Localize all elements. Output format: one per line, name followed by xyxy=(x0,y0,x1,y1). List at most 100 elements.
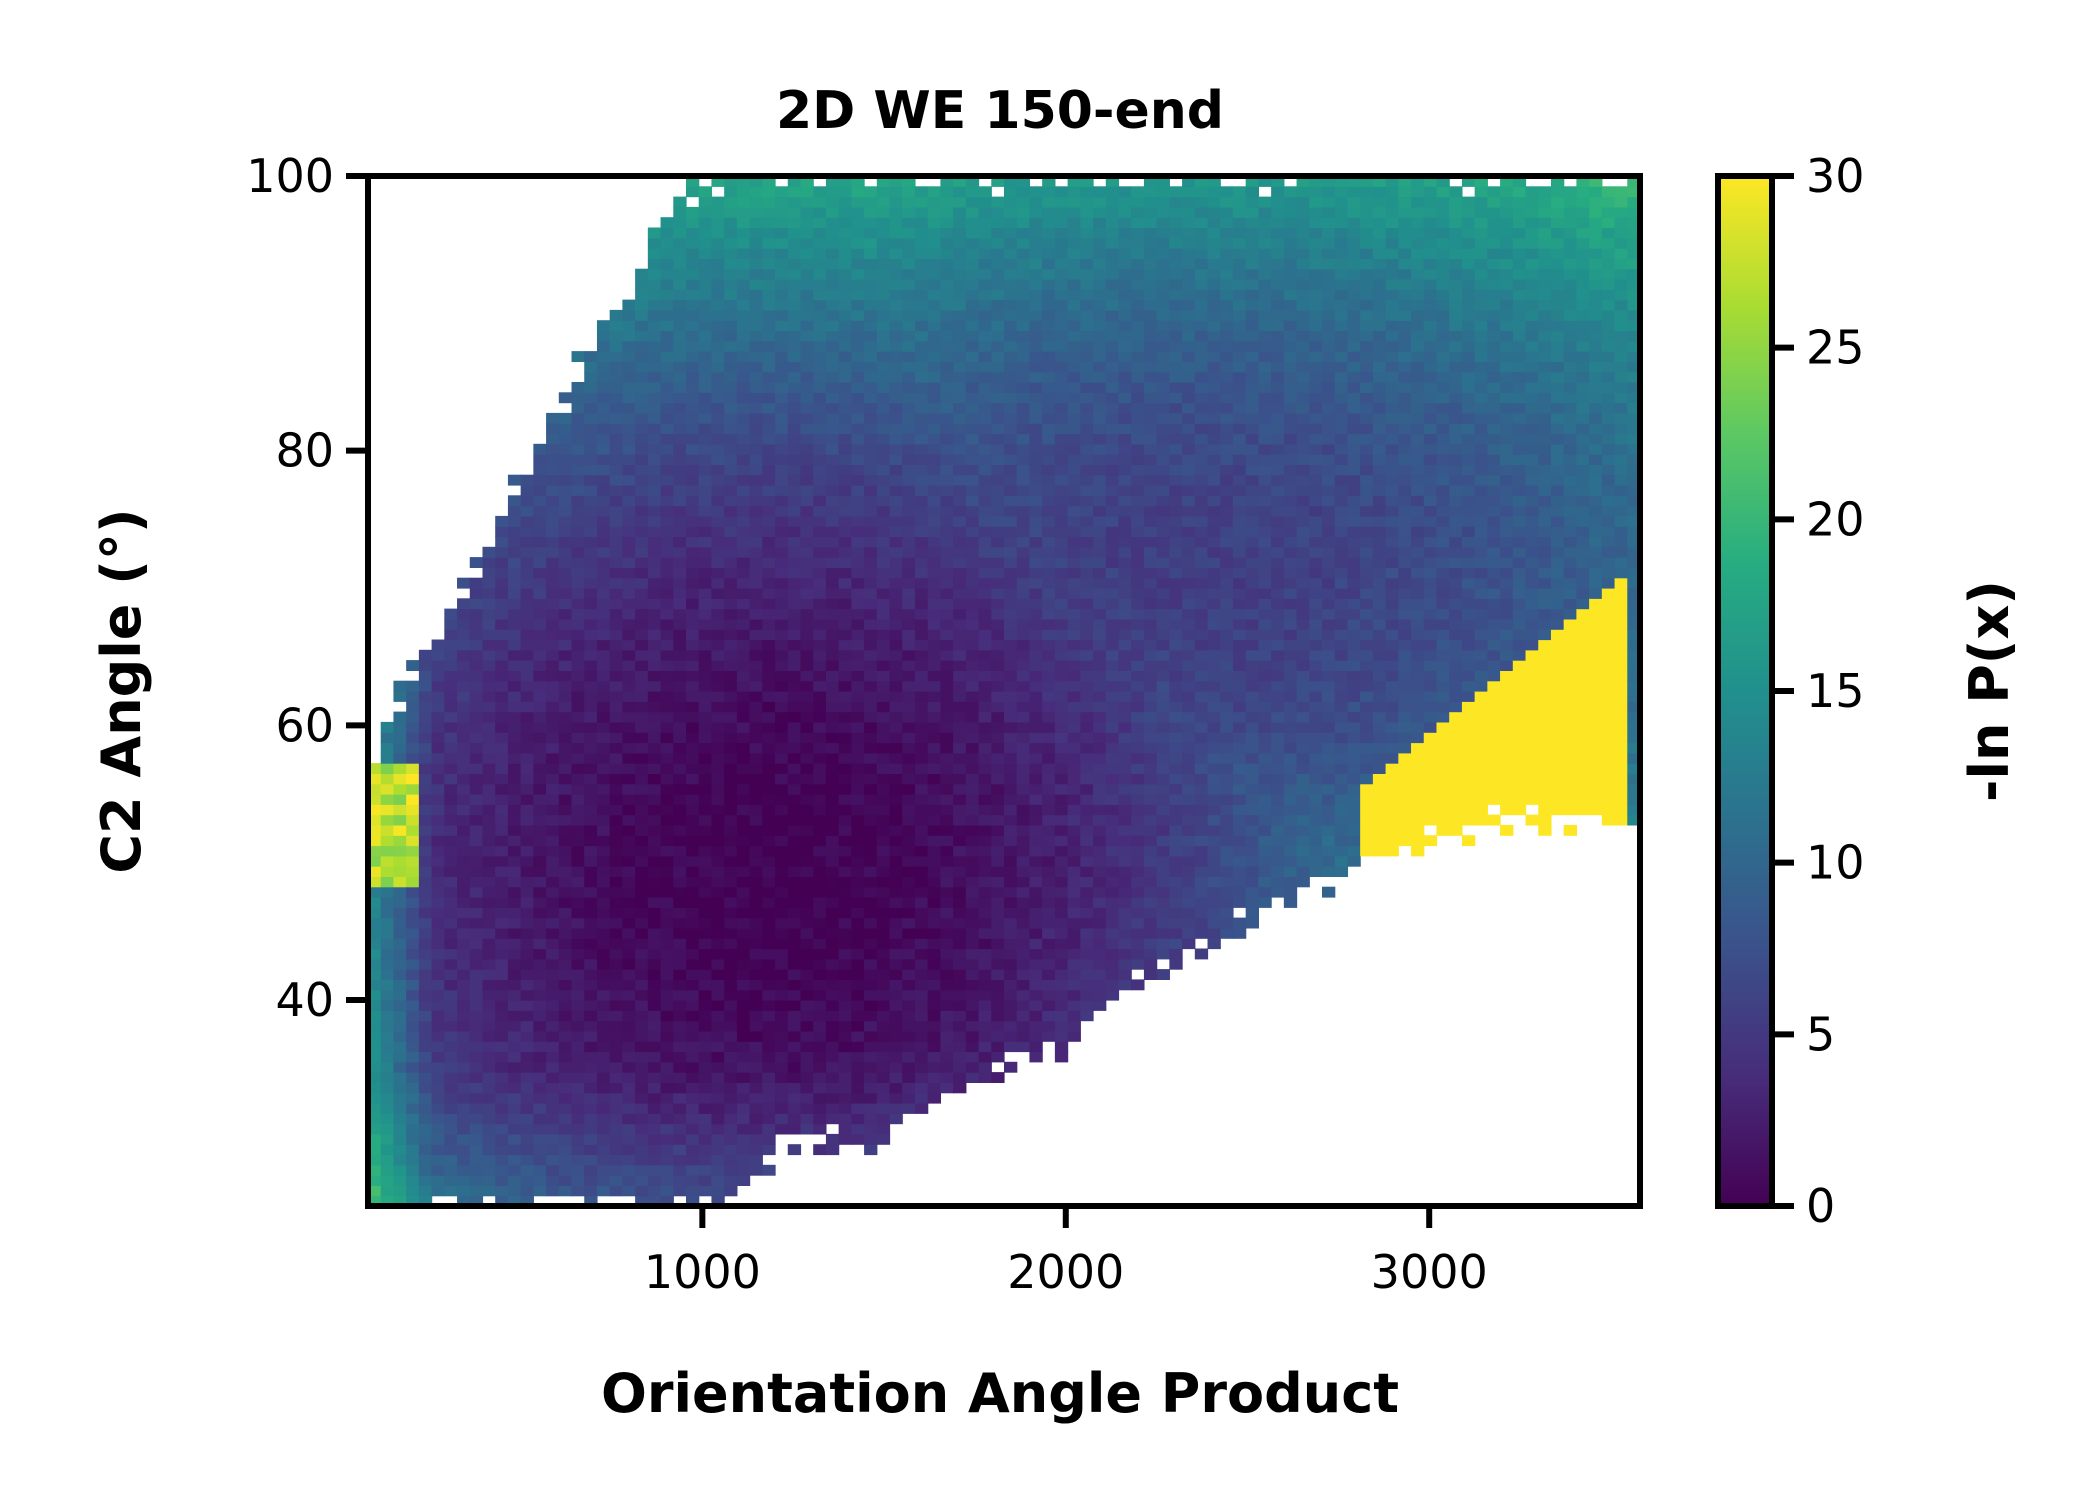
heatmap-cell xyxy=(1054,1000,1069,1011)
heatmap-cell xyxy=(444,866,458,877)
heatmap-cell xyxy=(1067,289,1081,301)
heatmap-cell xyxy=(775,917,789,929)
heatmap-cell xyxy=(1042,557,1056,568)
heatmap-cell xyxy=(686,660,700,671)
heatmap-cell xyxy=(571,402,585,414)
heatmap-cell xyxy=(1054,845,1069,857)
heatmap-cell xyxy=(520,763,534,774)
heatmap-cell xyxy=(686,268,700,280)
heatmap-cell xyxy=(800,536,814,548)
heatmap-cell xyxy=(736,670,751,682)
heatmap-cell xyxy=(851,299,865,311)
heatmap-cell xyxy=(902,1030,916,1042)
heatmap-cell xyxy=(546,649,560,661)
heatmap-cell xyxy=(787,505,802,517)
heatmap-cell xyxy=(724,1082,738,1094)
heatmap-cell xyxy=(1042,588,1056,599)
heatmap-cell xyxy=(736,649,751,661)
heatmap-cell xyxy=(635,783,649,795)
heatmap-cell xyxy=(495,989,509,1001)
heatmap-cell xyxy=(711,340,725,352)
heatmap-cell xyxy=(546,897,560,908)
heatmap-cell xyxy=(457,1123,471,1135)
heatmap-cell xyxy=(380,1185,395,1197)
heatmap-cell xyxy=(940,340,954,352)
heatmap-cell xyxy=(825,351,840,362)
heatmap-cell xyxy=(546,763,560,774)
heatmap-cell xyxy=(546,1144,560,1156)
heatmap-cell xyxy=(876,1030,891,1042)
heatmap-cell xyxy=(927,876,941,888)
heatmap-cell xyxy=(775,351,789,362)
heatmap-cell xyxy=(762,577,776,589)
heatmap-cell xyxy=(991,866,1005,877)
heatmap-cell xyxy=(660,412,674,424)
heatmap-cell xyxy=(1093,299,1107,311)
heatmap-cell xyxy=(380,804,395,816)
heatmap-cell xyxy=(978,433,992,445)
heatmap-cell xyxy=(1080,361,1094,373)
heatmap-cell xyxy=(609,763,623,774)
heatmap-cell xyxy=(749,505,763,517)
heatmap-cell xyxy=(686,567,700,579)
heatmap-cell xyxy=(724,1103,738,1114)
heatmap-cell xyxy=(991,536,1005,548)
heatmap-cell xyxy=(927,546,941,558)
heatmap-cell xyxy=(686,691,700,702)
heatmap-cell xyxy=(978,608,992,620)
heatmap-cell xyxy=(1004,1041,1018,1053)
heatmap-cell xyxy=(673,196,687,208)
heatmap-cell xyxy=(813,412,827,424)
heatmap-cell xyxy=(762,979,776,991)
heatmap-cell xyxy=(647,958,662,970)
heatmap-cell xyxy=(1118,670,1132,682)
heatmap-cell xyxy=(1004,814,1018,826)
heatmap-cell xyxy=(1042,701,1056,713)
heatmap-cell xyxy=(1093,320,1107,332)
heatmap-cell xyxy=(1080,206,1094,218)
heatmap-cell xyxy=(1054,732,1069,744)
heatmap-cell xyxy=(482,835,496,847)
heatmap-cell xyxy=(825,804,840,816)
heatmap-cell xyxy=(431,1000,445,1011)
heatmap-cell xyxy=(1016,691,1031,702)
heatmap-cell xyxy=(864,495,878,507)
heatmap-cell xyxy=(1131,670,1145,682)
heatmap-cell xyxy=(1080,701,1094,713)
heatmap-cell xyxy=(965,474,980,486)
heatmap-cell xyxy=(914,412,929,424)
heatmap-cell xyxy=(978,505,992,517)
heatmap-cell xyxy=(902,567,916,579)
heatmap-cell xyxy=(635,546,649,558)
heatmap-cell xyxy=(889,1092,903,1104)
heatmap-cell xyxy=(571,711,585,723)
heatmap-cell xyxy=(673,577,687,589)
heatmap-cell xyxy=(698,1020,713,1032)
heatmap-cell xyxy=(457,1030,471,1042)
heatmap-cell xyxy=(622,351,636,362)
heatmap-cell xyxy=(825,989,840,1001)
heatmap-cell xyxy=(1054,268,1069,280)
heatmap-cell xyxy=(749,1103,763,1114)
heatmap-cell xyxy=(469,938,484,950)
heatmap-cell xyxy=(953,855,967,867)
heatmap-cell xyxy=(571,1185,585,1197)
heatmap-cell xyxy=(571,804,585,816)
heatmap-cell xyxy=(914,443,929,455)
heatmap-cell xyxy=(622,443,636,455)
heatmap-cell xyxy=(1029,866,1043,877)
heatmap-cell xyxy=(1131,897,1145,908)
heatmap-cell xyxy=(851,268,865,280)
heatmap-cell xyxy=(965,217,980,229)
heatmap-cell xyxy=(876,711,891,723)
heatmap-cell xyxy=(1080,691,1094,702)
heatmap-cell xyxy=(609,1123,623,1135)
heatmap-cell xyxy=(660,1051,674,1063)
heatmap-cell xyxy=(406,1020,420,1032)
heatmap-cell xyxy=(546,1041,560,1053)
heatmap-cell xyxy=(698,886,713,898)
heatmap-cell xyxy=(991,598,1005,610)
heatmap-cell xyxy=(940,783,954,795)
heatmap-cell xyxy=(1131,423,1145,435)
heatmap-cell xyxy=(686,763,700,774)
